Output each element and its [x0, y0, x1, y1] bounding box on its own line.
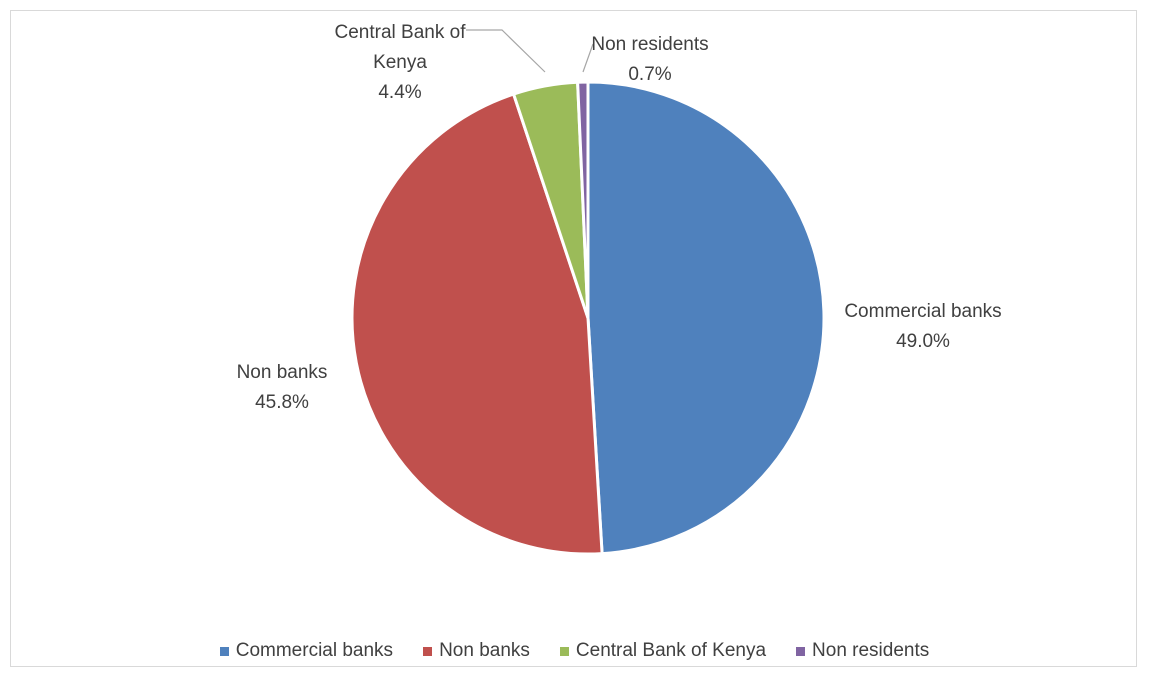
legend-label-non-banks: Non banks [439, 640, 530, 661]
pie-slice-non-banks [350, 92, 604, 556]
legend-item-central-bank-of-kenya: Central Bank of Kenya [559, 640, 767, 662]
slice-label-non-banks: Non banks 45.8% [237, 362, 328, 413]
legend-swatch-commercial-banks [219, 646, 229, 656]
pie-slice-commercial-banks [586, 80, 826, 556]
slice-label-non-residents: Non residents 0.7% [591, 34, 708, 85]
slice-name-non-banks: Non banks [237, 362, 328, 383]
slice-value-central-bank-of-kenya: 4.4% [378, 82, 421, 103]
slice-name-non-residents: Non residents [591, 34, 708, 55]
slice-label-commercial-banks: Commercial banks 49.0% [844, 301, 1001, 352]
legend-swatch-non-residents [796, 646, 806, 656]
leader-line-central-bank-of-kenya [466, 29, 546, 73]
legend-label-commercial-banks: Commercial banks [235, 640, 394, 661]
legend-swatch-non-banks [423, 646, 433, 656]
legend-item-non-banks: Non banks [423, 640, 530, 662]
leader-line-non-residents [582, 43, 594, 73]
legend: Commercial banks Non banks Central Bank … [0, 637, 1149, 665]
legend-label-non-residents: Non residents [812, 640, 930, 661]
slice-value-non-residents: 0.7% [628, 64, 671, 85]
slice-name-commercial-banks: Commercial banks [844, 301, 1001, 322]
slice-label-central-bank-of-kenya: Central Bank of Kenya 4.4% [335, 22, 467, 103]
legend-item-non-residents: Non residents [796, 640, 929, 662]
slice-value-non-banks: 45.8% [255, 392, 309, 413]
legend-swatch-central-bank-of-kenya [559, 646, 569, 656]
slice-name-central-bank-of-kenya: Kenya [373, 52, 427, 73]
pie-slice-non-residents [576, 80, 590, 320]
legend-label-central-bank-of-kenya: Central Bank of Kenya [575, 640, 767, 661]
legend-item-commercial-banks: Commercial banks [219, 640, 394, 662]
slice-value-commercial-banks: 49.0% [896, 331, 950, 352]
slice-name-central-bank-of-kenya: Central Bank of [335, 22, 467, 43]
